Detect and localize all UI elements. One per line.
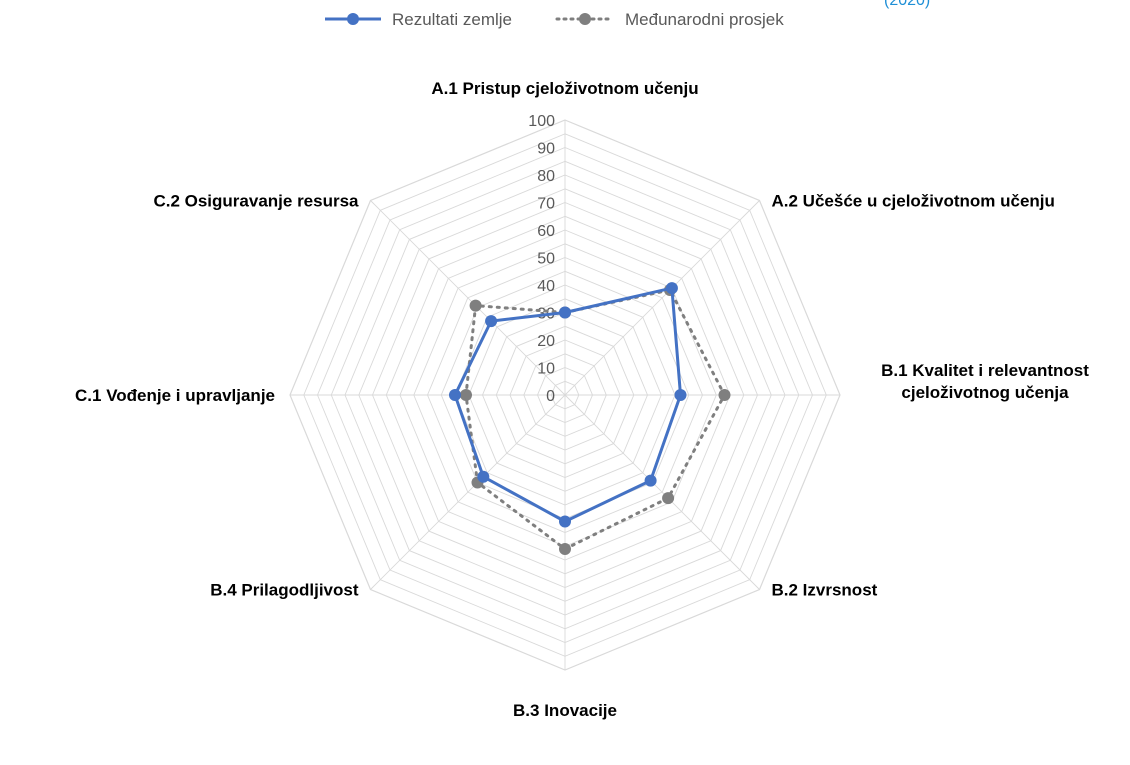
axis-label-a1: A.1 Pristup cjeloživotnom učenju — [431, 79, 698, 98]
series-average-point — [662, 492, 675, 505]
tick-label: 100 — [528, 113, 555, 130]
legend-country-marker — [347, 13, 359, 25]
grid-spoke — [370, 394, 566, 590]
legend-item-country: Rezultati zemlje — [325, 10, 512, 29]
series-country-point — [665, 282, 678, 295]
axis-label-c1: C.1 Vođenje i upravljanje — [75, 386, 275, 405]
tick-label: 60 — [537, 223, 555, 240]
axis-label-a2: A.2 Učešće u cjeloživotnom učenju — [772, 192, 1055, 211]
legend: Rezultati zemlje Međunarodni prosjek — [325, 10, 784, 29]
series-average-point — [559, 543, 571, 555]
legend-country-label: Rezultati zemlje — [392, 10, 512, 29]
axis-label-b3: B.3 Inovacije — [513, 701, 617, 720]
series-average-point — [469, 299, 482, 312]
series-country-point — [485, 315, 498, 328]
grid-spoke — [564, 394, 760, 590]
tick-label: 20 — [537, 333, 555, 350]
tick-label: 80 — [537, 168, 555, 185]
series-country-point — [559, 306, 571, 319]
tick-label: 50 — [537, 251, 555, 268]
axis-labels: A.1 Pristup cjeloživotnom učenju A.2 Učeš… — [75, 79, 1089, 720]
axis-label-b1: cjeloživotnog učenja — [901, 383, 1069, 402]
series-average-point — [718, 389, 731, 401]
series-country-point — [559, 515, 571, 528]
axis-label-b4: B.4 Prilagodljivost — [210, 581, 359, 600]
series-country-point — [449, 389, 461, 401]
tick-label: 70 — [537, 196, 555, 213]
tick-label: 40 — [537, 278, 555, 295]
data-series — [449, 282, 731, 555]
grid-spoke — [370, 200, 566, 396]
series-average-line — [464, 288, 726, 551]
legend-average-label: Međunarodni prosjek — [625, 10, 784, 29]
tick-label: 90 — [537, 141, 555, 158]
axis-label-b1: B.1 Kvalitet i relevantnost — [881, 361, 1089, 380]
legend-average-marker — [579, 13, 591, 25]
radar-grid — [289, 119, 841, 671]
legend-item-average: Međunarodni prosjek — [555, 10, 784, 29]
tick-label: 10 — [537, 361, 555, 378]
axis-label-b2: B.2 Izvrsnost — [772, 581, 878, 600]
grid-spoke — [564, 200, 760, 396]
series-country — [449, 282, 687, 528]
tick-label: 0 — [546, 388, 555, 405]
axis-label-c2: C.2 Osiguravanje resursa — [153, 192, 359, 211]
series-average-point — [460, 389, 472, 401]
series-country-point — [477, 470, 490, 483]
series-country-point — [644, 474, 657, 487]
clipped-header-fragment: (2020) — [884, 0, 930, 9]
series-country-point — [674, 389, 687, 401]
